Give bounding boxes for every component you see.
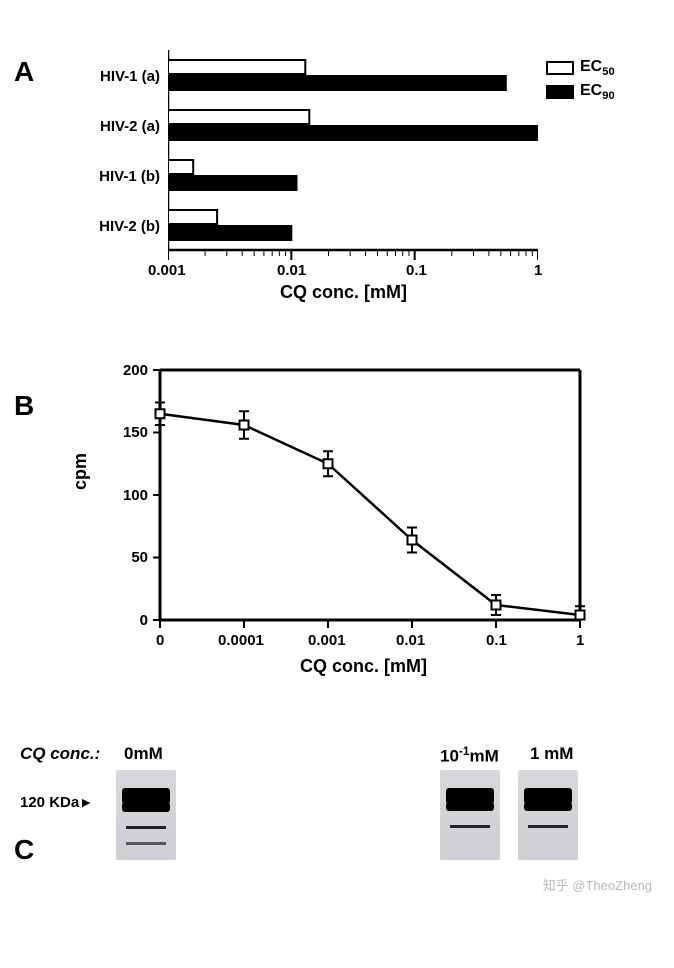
- panel-A: HIV-1 (a) HIV-2 (a) HIV-1 (b) HIV-2 (b): [70, 50, 630, 290]
- watermark: 知乎 @TheoZheng: [543, 875, 652, 894]
- B-ytick-2: 100: [112, 487, 148, 504]
- B-xlabel: CQ conc. [mM]: [300, 656, 427, 677]
- panel-B-label: B: [14, 390, 34, 422]
- A-xtick-2: 0.1: [406, 262, 427, 279]
- blot-lane-1: [440, 770, 500, 860]
- legend-label-ec90: EC90: [580, 82, 615, 102]
- B-xtick-5: 1: [576, 632, 584, 649]
- B-ytick-1: 50: [120, 549, 148, 566]
- lane-label-0: 0mM: [124, 744, 163, 764]
- B-ytick-4: 200: [112, 362, 148, 379]
- figure-root: A HIV-1 (a) HIV-2 (a) HIV-1 (b) HIV-2 (b…: [0, 50, 674, 904]
- B-xtick-1: 0.0001: [218, 632, 264, 649]
- legend-label-ec50: EC50: [580, 58, 615, 78]
- B-ytick-0: 0: [128, 612, 148, 629]
- panel-B-svg: [140, 360, 590, 660]
- panel-A-legend: EC50 EC90: [546, 58, 615, 106]
- B-xtick-0: 0: [156, 632, 164, 649]
- A-xtick-1: 0.01: [277, 262, 306, 279]
- A-xtick-0: 0.001: [148, 262, 186, 279]
- panel-A-svg: [168, 50, 538, 280]
- catlabel-0: HIV-1 (a): [70, 68, 160, 85]
- legend-ec50: EC50: [546, 58, 615, 78]
- marker-120kda: 120 KDa►: [20, 794, 93, 811]
- legend-swatch-ec90: [546, 85, 574, 99]
- panel-A-label: A: [14, 56, 34, 88]
- cq-conc-label: CQ conc.:: [20, 744, 100, 764]
- catlabel-3: HIV-2 (b): [70, 218, 160, 235]
- lane-label-1: 10-1mM: [440, 744, 499, 767]
- blot-lane-2: [518, 770, 578, 860]
- legend-ec90: EC90: [546, 82, 615, 102]
- B-ytick-3: 150: [112, 424, 148, 441]
- B-xtick-2: 0.001: [308, 632, 346, 649]
- catlabel-2: HIV-1 (b): [70, 168, 160, 185]
- A-xtick-3: 1: [534, 262, 542, 279]
- catlabel-1: HIV-2 (a): [70, 118, 160, 135]
- legend-swatch-ec50: [546, 61, 574, 75]
- blot-lane-0: [116, 770, 176, 860]
- B-ylabel: cpm: [70, 453, 91, 490]
- B-xtick-4: 0.1: [486, 632, 507, 649]
- lane-label-2: 1 mM: [530, 744, 573, 764]
- B-xtick-3: 0.01: [396, 632, 425, 649]
- panel-B: cpm: [90, 360, 610, 700]
- A-xlabel: CQ conc. [mM]: [280, 282, 407, 303]
